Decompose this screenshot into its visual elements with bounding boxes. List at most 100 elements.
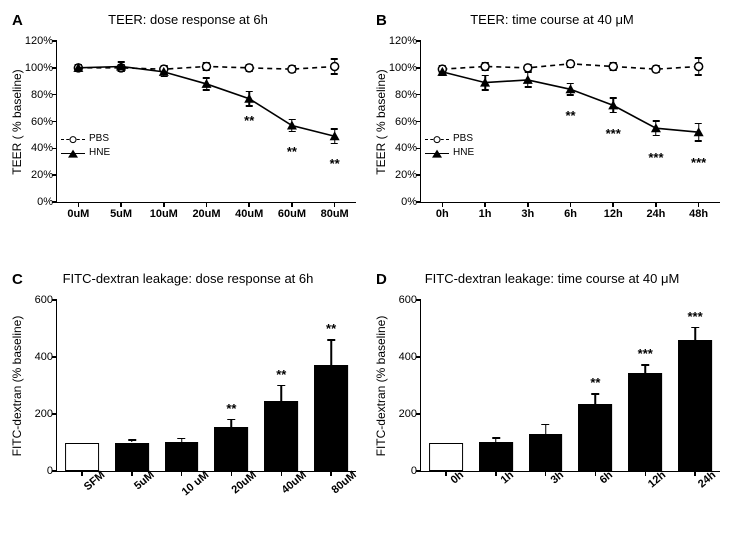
x-tick-label: 0uM — [67, 208, 89, 220]
y-tick-label: 60% — [379, 116, 417, 128]
y-tick-label: 40% — [379, 142, 417, 154]
significance-annotation: *** — [648, 150, 663, 165]
y-tick-label: 0% — [15, 196, 53, 208]
y-tick-label: 120% — [15, 35, 53, 47]
legend: PBSHNE — [61, 132, 110, 160]
y-tick-label: 40% — [15, 142, 53, 154]
y-tick-label: 20% — [15, 169, 53, 181]
x-tick-label: 6h — [564, 208, 577, 220]
bar — [264, 401, 298, 471]
x-tick-label: 1h — [498, 469, 516, 486]
x-tick-label: 48h — [689, 208, 708, 220]
legend-label: HNE — [453, 146, 474, 160]
x-tick-label: 24h — [646, 208, 665, 220]
y-tick-label: 20% — [379, 169, 417, 181]
bar — [628, 373, 662, 471]
panel-d-label: D — [376, 271, 387, 288]
legend-label: PBS — [453, 132, 473, 146]
y-tick-label: 0 — [379, 465, 417, 477]
bar — [115, 443, 149, 472]
y-tick-label: 200 — [379, 408, 417, 420]
legend-item: HNE — [425, 146, 474, 160]
bar — [429, 443, 463, 472]
legend-item: PBS — [425, 132, 474, 146]
figure-grid: A TEER: dose response at 6h TEER ( % bas… — [10, 10, 730, 520]
panel-c-plot: FITC-dextran (% baseline)0200400600SFM5u… — [56, 290, 366, 520]
x-tick-label: 24h — [696, 469, 718, 490]
y-tick-label: 600 — [379, 294, 417, 306]
error-bar — [595, 393, 597, 404]
bar — [65, 443, 99, 472]
significance-annotation: ** — [276, 367, 286, 382]
panel-d-title: FITC-dextran leakage: time course at 40 … — [374, 271, 730, 286]
y-tick-label: 100% — [15, 62, 53, 74]
significance-annotation: *** — [691, 155, 706, 170]
significance-annotation: *** — [687, 309, 702, 324]
legend: PBSHNE — [425, 132, 474, 160]
panel-c-title: FITC-dextran leakage: dose response at 6… — [10, 271, 366, 286]
panel-b: B TEER: time course at 40 μM TEER ( % ba… — [374, 10, 730, 261]
x-tick-label: 0h — [448, 469, 466, 486]
significance-annotation: *** — [606, 126, 621, 141]
error-bar — [694, 327, 696, 341]
bar — [678, 340, 712, 471]
x-tick-label: 12h — [646, 469, 668, 490]
y-tick-label: 120% — [379, 35, 417, 47]
significance-annotation: ** — [244, 113, 254, 128]
panel-c: C FITC-dextran leakage: dose response at… — [10, 269, 366, 520]
panel-a-plot: TEER ( % baseline)0%20%40%60%80%100%120%… — [56, 31, 366, 231]
error-bar — [330, 339, 332, 365]
significance-annotation: ** — [330, 156, 340, 171]
x-tick-label: 0h — [436, 208, 449, 220]
error-bar — [231, 419, 233, 427]
error-bar — [645, 364, 647, 373]
panel-b-title: TEER: time course at 40 μM — [374, 12, 730, 27]
x-tick-label: 6h — [598, 469, 616, 486]
x-tick-label: 10 uM — [179, 469, 211, 498]
panel-c-label: C — [12, 271, 23, 288]
significance-annotation: *** — [638, 346, 653, 361]
legend-item: HNE — [61, 146, 110, 160]
bar — [165, 442, 199, 471]
significance-annotation: ** — [226, 401, 236, 416]
bar — [578, 404, 612, 471]
error-bar — [181, 438, 183, 442]
y-tick-label: 80% — [15, 89, 53, 101]
x-tick-label: 60uM — [278, 208, 306, 220]
x-tick-label: 40uM — [280, 469, 309, 496]
legend-item: PBS — [61, 132, 110, 146]
y-tick-label: 0% — [379, 196, 417, 208]
y-tick-label: 0 — [15, 465, 53, 477]
bar — [479, 442, 513, 471]
bar — [214, 427, 248, 471]
y-tick-label: 600 — [15, 294, 53, 306]
x-tick-label: 20uM — [230, 469, 259, 496]
bar — [529, 434, 563, 471]
x-tick-label: 10uM — [150, 208, 178, 220]
y-tick-label: 200 — [15, 408, 53, 420]
x-tick-label: SFM — [82, 469, 108, 493]
panel-d: D FITC-dextran leakage: time course at 4… — [374, 269, 730, 520]
y-axis-label: FITC-dextran (% baseline) — [10, 315, 24, 456]
y-tick-label: 100% — [379, 62, 417, 74]
error-bar — [545, 424, 547, 434]
panel-b-plot: TEER ( % baseline)0%20%40%60%80%100%120%… — [420, 31, 730, 231]
y-tick-label: 400 — [15, 351, 53, 363]
error-bar — [281, 385, 283, 401]
panel-a-label: A — [12, 12, 23, 29]
x-tick-label: 1h — [479, 208, 492, 220]
significance-annotation: ** — [565, 108, 575, 123]
x-tick-label: 12h — [604, 208, 623, 220]
y-tick-label: 80% — [379, 89, 417, 101]
x-tick-label: 80uM — [330, 469, 359, 496]
x-tick-label: 5uM — [110, 208, 132, 220]
x-tick-label: 40uM — [235, 208, 263, 220]
x-tick-label: 20uM — [192, 208, 220, 220]
x-tick-label: 3h — [548, 469, 566, 486]
panel-a-title: TEER: dose response at 6h — [10, 12, 366, 27]
legend-label: HNE — [89, 146, 110, 160]
x-tick-label: 80uM — [321, 208, 349, 220]
significance-annotation: ** — [590, 375, 600, 390]
panel-a: A TEER: dose response at 6h TEER ( % bas… — [10, 10, 366, 261]
line-series-svg — [57, 41, 356, 202]
